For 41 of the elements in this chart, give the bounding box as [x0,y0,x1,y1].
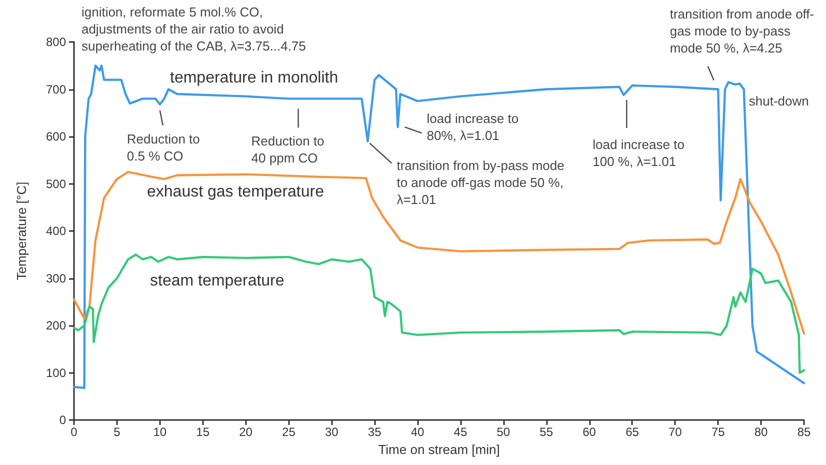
y-tick-label: 300 [46,271,66,286]
x-tick-label: 75 [711,425,726,439]
y-tick-label: 100 [46,366,66,380]
annotation: Reduction to 0.5 % CO [126,131,200,164]
x-tick-label: 10 [153,425,167,439]
y-tick-label: 400 [46,224,66,238]
x-tick-label: 60 [582,425,596,439]
series-label: steam temperature [150,272,284,290]
x-tick-label: 25 [282,425,296,439]
y-tick-label: 800 [46,35,66,49]
y-tick-label: 700 [46,82,66,96]
x-axis-title: Time on stream [min] [378,442,500,457]
x-tick-label: 50 [496,425,510,439]
series-label: temperature in monolith [170,70,338,86]
x-tick-label: 5 [114,425,121,439]
annotation: Reduction to 40 ppm CO [251,134,324,166]
x-tick-label: 45 [454,425,468,439]
annotation: shut-down [748,93,809,108]
line-series [72,254,806,374]
x-tick-label: 35 [368,425,382,439]
y-tick-label: 600 [46,130,66,144]
y-axis-title: Temperature [°C] [14,182,29,280]
x-tick-label: 55 [540,425,554,439]
x-tick-label: 15 [196,425,210,439]
annotation: load increase to 100 %, λ=1.01 [592,136,684,169]
x-tick-label: 0 [70,425,78,439]
series-label: exhaust gas temperature [147,184,324,200]
y-tick-label: 500 [46,176,66,191]
x-tick-label: 30 [324,425,339,439]
annotation: transition from anode off- gas mode to by-pass mode 50 %, λ=4.25 [670,6,814,56]
x-tick-label: 70 [668,425,682,439]
x-tick-label: 65 [626,425,640,439]
x-tick-label: 80 [754,425,768,439]
y-tick-label: 200 [46,318,66,332]
x-tick-label: 40 [410,425,425,439]
x-tick-label: 85 [797,425,811,439]
y-tick-label: 0 [59,413,66,427]
annotation: transition from by-pass mode to anode off-gas mode 50 %, λ=1.01 [396,158,564,208]
x-tick-label: 20 [239,425,253,439]
annotation: load increase to 80%, λ=1.01 [426,111,519,144]
annotation: ignition, reformate 5 mol.% CO, adjustments of the air ratio to avoid superheating of the CAB, λ=3.75...4.75 [81,4,306,54]
